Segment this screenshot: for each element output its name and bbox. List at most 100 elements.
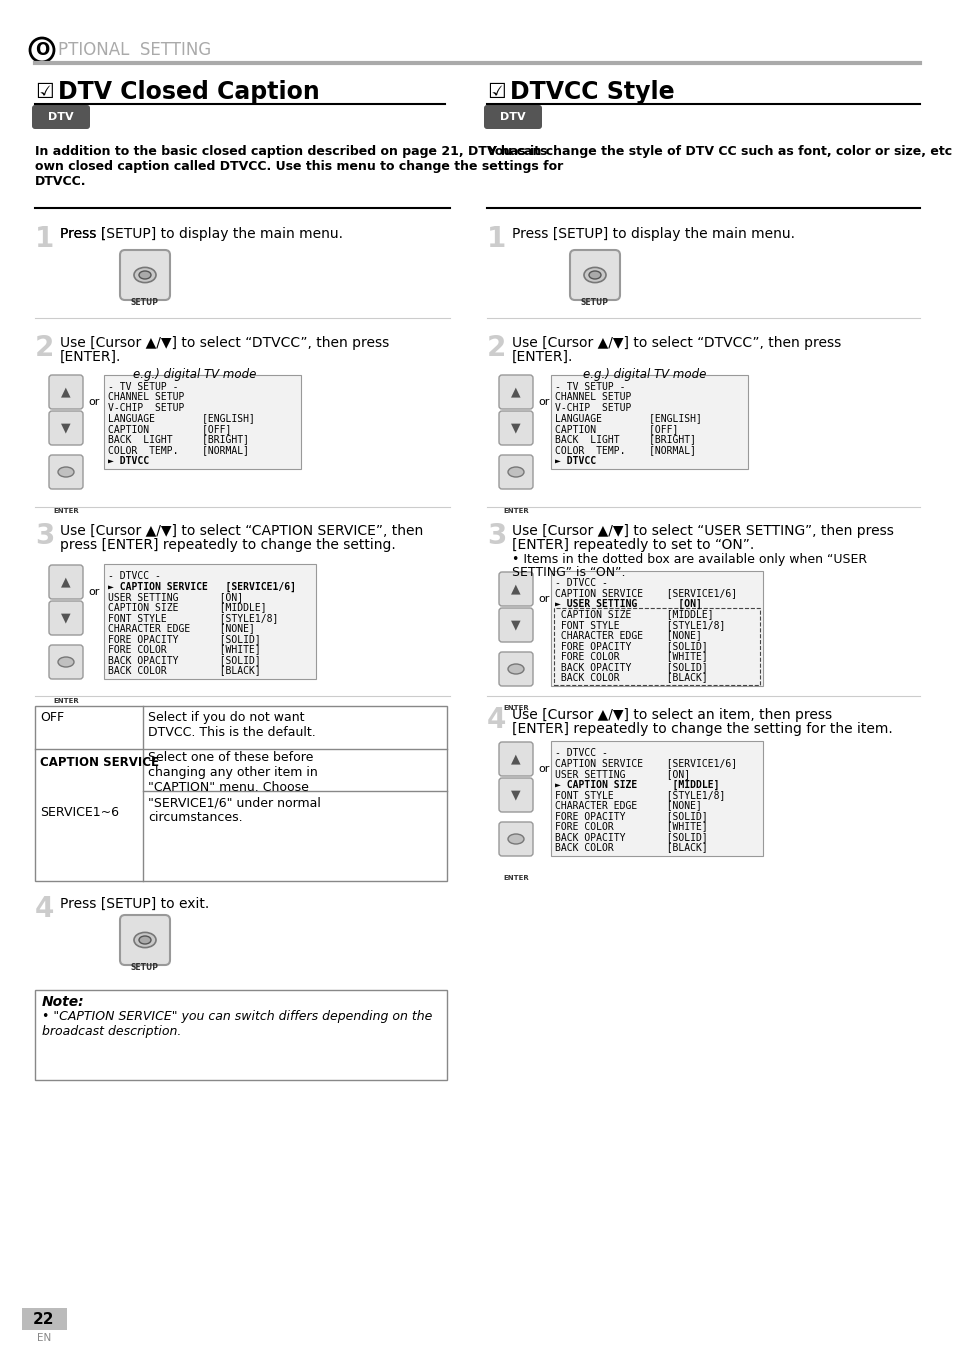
FancyBboxPatch shape [498,741,533,776]
Text: ▲: ▲ [511,582,520,596]
FancyBboxPatch shape [498,608,533,642]
FancyBboxPatch shape [498,778,533,811]
FancyBboxPatch shape [120,249,170,301]
FancyBboxPatch shape [104,375,301,469]
Ellipse shape [133,267,156,283]
Ellipse shape [139,936,151,944]
FancyBboxPatch shape [498,375,533,408]
Text: • Items in the dotted box are available only when “USER: • Items in the dotted box are available … [512,553,866,566]
Text: Note:: Note: [42,995,85,1010]
Text: FORE OPACITY       [SOLID]: FORE OPACITY [SOLID] [555,811,707,821]
Text: 2: 2 [486,334,506,363]
Text: BACK OPACITY       [SOLID]: BACK OPACITY [SOLID] [555,832,707,842]
Text: ENTER: ENTER [53,698,79,704]
Ellipse shape [58,466,74,477]
Text: BACK  LIGHT     [BRIGHT]: BACK LIGHT [BRIGHT] [108,434,249,445]
Text: CAPTION SIZE      [MIDDLE]: CAPTION SIZE [MIDDLE] [555,609,713,620]
Text: CHARACTER EDGE    [NONE]: CHARACTER EDGE [NONE] [555,631,701,640]
Text: DTVCC Style: DTVCC Style [510,80,674,104]
Text: CHANNEL SETUP: CHANNEL SETUP [555,392,631,403]
Text: 3: 3 [486,522,506,550]
Text: COLOR  TEMP.    [NORMAL]: COLOR TEMP. [NORMAL] [108,445,249,456]
Text: ► DTVCC: ► DTVCC [108,456,149,465]
Text: ☑: ☑ [486,82,505,102]
Ellipse shape [507,665,523,674]
Text: SETUP: SETUP [131,298,159,307]
Bar [35,989,447,1080]
Text: Use [Cursor ▲/▼] to select “CAPTION SERVICE”, then: Use [Cursor ▲/▼] to select “CAPTION SERV… [60,524,423,538]
Text: Press [SETUP] to display the main menu.: Press [SETUP] to display the main menu. [60,226,343,241]
Text: V-CHIP  SETUP: V-CHIP SETUP [555,403,631,412]
Bar [554,608,760,685]
Text: BACK COLOR         [BLACK]: BACK COLOR [BLACK] [555,842,707,852]
Text: ▼: ▼ [61,612,71,624]
Text: ENTER: ENTER [502,705,528,710]
FancyBboxPatch shape [551,572,762,686]
Text: ▲: ▲ [511,752,520,766]
Text: ▼: ▼ [511,619,520,631]
Text: BACK  LIGHT     [BRIGHT]: BACK LIGHT [BRIGHT] [555,434,696,445]
Text: 1: 1 [486,225,506,253]
Text: CAPTION         [OFF]: CAPTION [OFF] [555,425,678,434]
Text: - DTVCC -: - DTVCC - [555,578,607,588]
Text: CHARACTER EDGE     [NONE]: CHARACTER EDGE [NONE] [108,624,254,634]
Text: BACK OPACITY       [SOLID]: BACK OPACITY [SOLID] [108,655,260,665]
Text: - TV SETUP -: - TV SETUP - [555,381,625,392]
FancyBboxPatch shape [49,456,83,489]
Text: or: or [537,398,549,407]
FancyBboxPatch shape [569,249,619,301]
FancyBboxPatch shape [49,375,83,408]
Text: - DTVCC -: - DTVCC - [108,572,161,581]
Text: Select if you do not want
DTVCC. This is the default.: Select if you do not want DTVCC. This is… [148,710,315,739]
Text: SETUP: SETUP [131,962,159,972]
Text: 4: 4 [486,706,506,735]
Text: Use [Cursor ▲/▼] to select “DTVCC”, then press: Use [Cursor ▲/▼] to select “DTVCC”, then… [512,336,841,350]
Text: DTV: DTV [499,112,525,123]
FancyBboxPatch shape [104,563,315,679]
Text: Use [Cursor ▲/▼] to select an item, then press: Use [Cursor ▲/▼] to select an item, then… [512,708,831,723]
FancyBboxPatch shape [551,741,762,856]
Text: or: or [537,764,549,774]
Text: 3: 3 [35,522,54,550]
Text: or: or [88,398,99,407]
Text: USER SETTING       [ON]: USER SETTING [ON] [108,592,243,603]
Text: DTV Closed Caption: DTV Closed Caption [58,80,319,104]
Text: BACK COLOR        [BLACK]: BACK COLOR [BLACK] [555,673,707,682]
Bar [22,1308,67,1330]
Text: Use [Cursor ▲/▼] to select “DTVCC”, then press: Use [Cursor ▲/▼] to select “DTVCC”, then… [60,336,389,350]
Text: DTV: DTV [49,112,73,123]
Text: ▲: ▲ [61,576,71,589]
Text: SERVICE1~6: SERVICE1~6 [40,806,119,820]
FancyBboxPatch shape [49,644,83,679]
Text: ENTER: ENTER [502,508,528,514]
Text: Select one of these before
changing any other item in
"CAPTION" menu. Choose
"SE: Select one of these before changing any … [148,751,320,824]
Text: FORE COLOR        [WHITE]: FORE COLOR [WHITE] [555,651,707,662]
FancyBboxPatch shape [49,565,83,599]
Text: CHANNEL SETUP: CHANNEL SETUP [108,392,184,403]
Text: ▼: ▼ [511,422,520,434]
FancyBboxPatch shape [120,915,170,965]
FancyBboxPatch shape [498,822,533,856]
Text: FONT STYLE         [STYLE1/8]: FONT STYLE [STYLE1/8] [555,790,724,799]
Text: CHARACTER EDGE     [NONE]: CHARACTER EDGE [NONE] [555,801,701,810]
Text: Press [: Press [ [60,226,106,241]
Text: [ENTER].: [ENTER]. [60,350,121,364]
Text: ☑: ☑ [35,82,53,102]
Text: BACK COLOR         [BLACK]: BACK COLOR [BLACK] [108,666,260,675]
Text: ENTER: ENTER [53,508,79,514]
Text: [ENTER].: [ENTER]. [512,350,573,364]
Ellipse shape [583,267,605,283]
Text: ► CAPTION SERVICE   [SERVICE1/6]: ► CAPTION SERVICE [SERVICE1/6] [108,581,295,592]
Text: ▼: ▼ [61,422,71,434]
Text: FONT STYLE         [STYLE1/8]: FONT STYLE [STYLE1/8] [108,613,278,623]
Text: PTIONAL  SETTING: PTIONAL SETTING [58,40,211,59]
Text: or: or [537,594,549,604]
Text: USER SETTING       [ON]: USER SETTING [ON] [555,768,689,779]
Text: LANGUAGE        [ENGLISH]: LANGUAGE [ENGLISH] [555,414,701,423]
Circle shape [30,38,54,62]
Text: • "CAPTION SERVICE" you can switch differs depending on the
broadcast descriptio: • "CAPTION SERVICE" you can switch diffe… [42,1010,432,1038]
Text: ► DTVCC: ► DTVCC [555,456,596,465]
Text: - TV SETUP -: - TV SETUP - [108,381,178,392]
Text: V-CHIP  SETUP: V-CHIP SETUP [108,403,184,412]
Text: ► USER SETTING       [ON]: ► USER SETTING [ON] [555,599,701,609]
